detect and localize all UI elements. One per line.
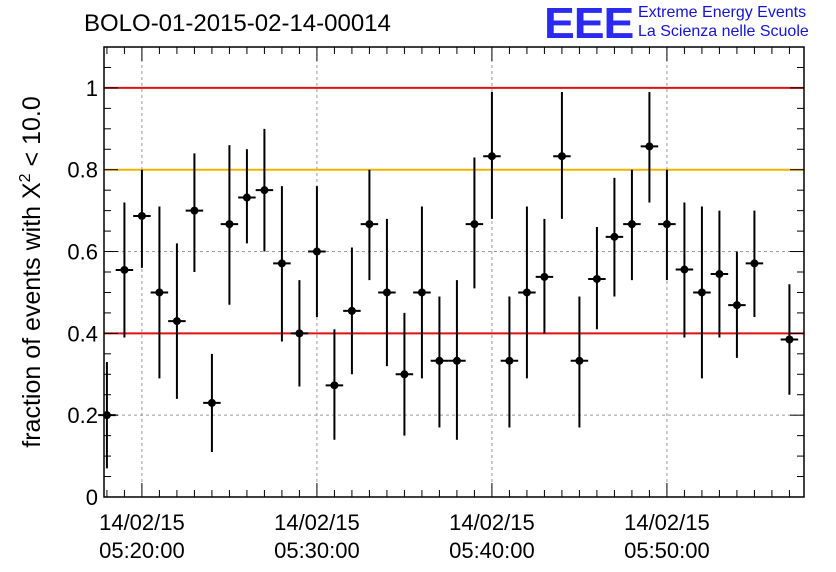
data-point — [137, 211, 146, 220]
plot-border — [103, 46, 805, 498]
data-point — [295, 329, 304, 338]
data-point — [452, 356, 461, 365]
logo-line-2: La Scienza nelle Scuole — [638, 23, 809, 40]
data-point — [260, 186, 269, 195]
data-point — [645, 142, 654, 151]
x-tick-date-label: 14/02/15 — [624, 510, 710, 535]
data-point — [610, 232, 619, 241]
data-point — [750, 259, 759, 268]
data-point — [417, 288, 426, 297]
data-point — [487, 152, 496, 161]
data-point — [575, 356, 584, 365]
data-point — [347, 306, 356, 315]
data-point — [470, 220, 479, 229]
y-tick-label: 0.2 — [67, 403, 98, 428]
y-tick-label: 0.8 — [67, 158, 98, 183]
y-tick-label: 1 — [86, 76, 98, 101]
data-point — [242, 193, 251, 202]
plot-frame — [103, 46, 805, 498]
data-point — [277, 259, 286, 268]
eee-logo: EEE — [544, 0, 634, 48]
reference-lines — [104, 86, 804, 335]
data-point — [680, 265, 689, 274]
data-point — [592, 274, 601, 283]
y-tick-label: 0.4 — [67, 321, 98, 346]
data-point — [225, 220, 234, 229]
data-point — [522, 288, 531, 297]
data-points — [98, 92, 799, 469]
x-tick-date-label: 14/02/15 — [449, 510, 535, 535]
data-point — [540, 272, 549, 281]
data-point — [557, 152, 566, 161]
y-label-text: fraction of events with X — [18, 182, 46, 448]
chart-title: BOLO-01-2015-02-14-00014 — [84, 10, 391, 37]
x-tick-time-label: 05:50:00 — [624, 538, 710, 563]
data-point — [172, 317, 181, 326]
y-label-tail: < 10.0 — [18, 96, 46, 173]
data-point — [732, 301, 741, 310]
data-point — [715, 270, 724, 279]
x-axis: 14/02/15 05:20:00 14/02/15 05:30:00 14/02/15… — [99, 47, 790, 563]
data-point — [662, 220, 671, 229]
x-tick-time-label: 05:20:00 — [99, 538, 185, 563]
data-point — [365, 220, 374, 229]
data-point — [190, 206, 199, 215]
data-point — [435, 356, 444, 365]
data-point — [312, 247, 321, 256]
y-tick-label: 0 — [86, 485, 98, 510]
x-tick-time-label: 05:30:00 — [274, 538, 360, 563]
y-axis: 0 0.2 0.4 0.6 0.8 1 — [67, 46, 804, 510]
y-label-superscript: 2 — [17, 173, 34, 182]
x-tick-time-label: 05:40:00 — [449, 538, 535, 563]
data-point — [627, 220, 636, 229]
data-point — [330, 381, 339, 390]
grid — [104, 47, 804, 498]
x-tick-date-label: 14/02/15 — [99, 510, 185, 535]
x-tick-date-label: 14/02/15 — [274, 510, 360, 535]
logo-line-1: Extreme Energy Events — [638, 4, 807, 21]
data-point — [155, 288, 164, 297]
data-point — [785, 335, 794, 344]
data-point — [382, 288, 391, 297]
data-point — [120, 265, 129, 274]
data-point — [697, 288, 706, 297]
data-point — [400, 370, 409, 379]
y-axis-label: fraction of events with X2 < 10.0 — [17, 96, 46, 447]
data-point — [505, 356, 514, 365]
y-tick-label: 0.6 — [67, 240, 98, 265]
data-point — [207, 398, 216, 407]
